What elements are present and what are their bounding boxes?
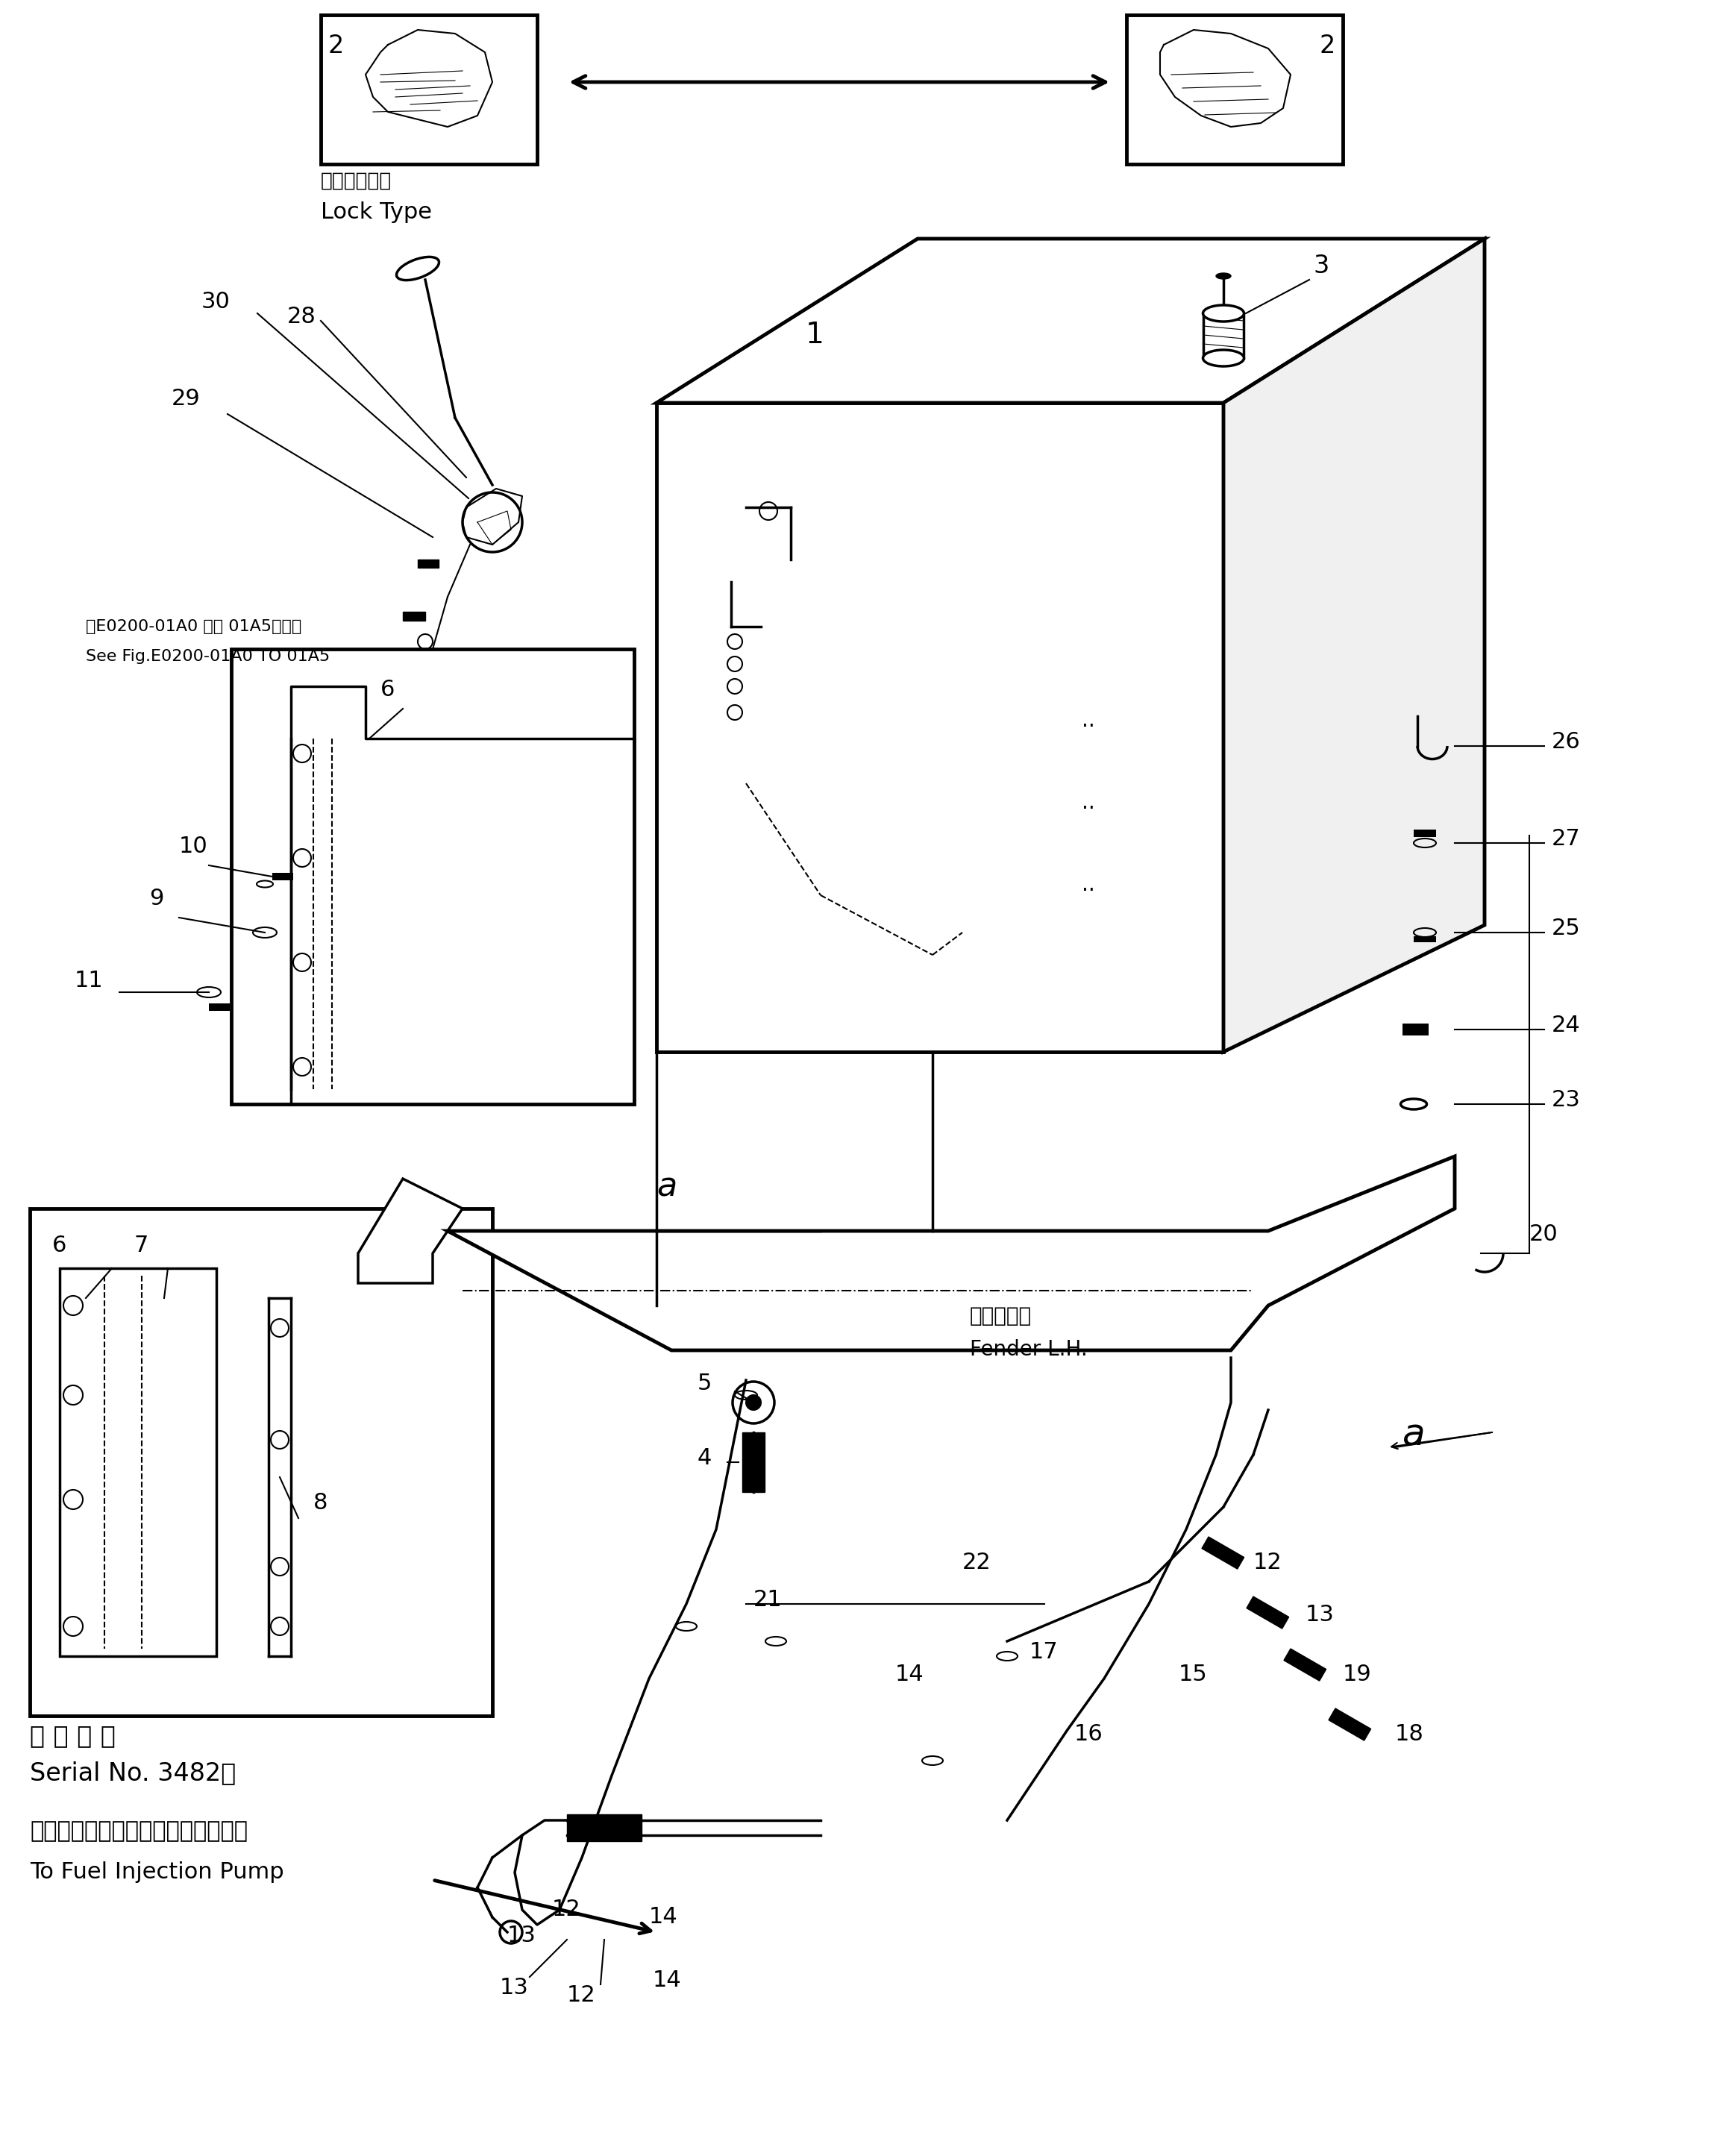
Text: 1: 1 xyxy=(806,321,823,349)
Text: 2: 2 xyxy=(1320,34,1336,58)
Text: 18: 18 xyxy=(1394,1723,1424,1744)
Bar xyxy=(567,1815,642,1841)
Ellipse shape xyxy=(1202,349,1244,367)
Text: 21: 21 xyxy=(754,1589,782,1611)
Text: ··: ·· xyxy=(1081,716,1095,737)
Text: 14: 14 xyxy=(652,1968,682,1992)
Text: 適 用 号 機: 適 用 号 機 xyxy=(29,1723,116,1749)
Polygon shape xyxy=(656,239,1484,403)
Text: 9: 9 xyxy=(149,888,164,910)
Text: ··: ·· xyxy=(1081,880,1095,901)
Text: 30: 30 xyxy=(201,291,230,313)
Text: See Fig.E0200-01A0 TO 01A5: See Fig.E0200-01A0 TO 01A5 xyxy=(86,649,330,664)
Text: 16: 16 xyxy=(1074,1723,1104,1744)
Text: 2: 2 xyxy=(329,34,344,58)
Polygon shape xyxy=(1223,239,1484,1052)
Text: 6: 6 xyxy=(381,679,394,701)
Text: フェエルインジェクションポンプへ: フェエルインジェクションポンプへ xyxy=(29,1820,247,1841)
Text: 7: 7 xyxy=(135,1235,149,1257)
Bar xyxy=(1329,1708,1370,1740)
Bar xyxy=(1202,1537,1244,1570)
Text: 12: 12 xyxy=(1253,1552,1282,1574)
Text: 5: 5 xyxy=(697,1373,713,1395)
Text: フェンダ左: フェンダ左 xyxy=(971,1307,1031,1326)
Text: ロックタイプ: ロックタイプ xyxy=(320,172,391,192)
Text: 25: 25 xyxy=(1552,918,1581,940)
Text: 6: 6 xyxy=(52,1235,67,1257)
Bar xyxy=(1413,936,1436,942)
Text: 10: 10 xyxy=(178,837,208,858)
Text: 13: 13 xyxy=(507,1925,536,1947)
Circle shape xyxy=(746,1395,761,1410)
Text: 23: 23 xyxy=(1552,1089,1581,1110)
Text: 8: 8 xyxy=(313,1492,329,1514)
Polygon shape xyxy=(448,1156,1455,1350)
Text: Serial No. 3482～: Serial No. 3482～ xyxy=(29,1761,235,1785)
Text: 26: 26 xyxy=(1552,731,1581,752)
Text: a: a xyxy=(1403,1416,1426,1453)
Polygon shape xyxy=(59,1268,216,1656)
Text: 第E0200-01A0 から 01A5図参照: 第E0200-01A0 から 01A5図参照 xyxy=(86,619,301,634)
Bar xyxy=(656,403,1223,1052)
Text: 27: 27 xyxy=(1552,828,1581,849)
Bar xyxy=(1284,1649,1327,1682)
Text: 20: 20 xyxy=(1529,1222,1559,1246)
Text: Fender L.H.: Fender L.H. xyxy=(971,1339,1088,1360)
Text: ··: ·· xyxy=(1081,798,1095,819)
Bar xyxy=(29,1210,493,1716)
Text: To Fuel Injection Pump: To Fuel Injection Pump xyxy=(29,1861,284,1882)
Text: Lock Type: Lock Type xyxy=(320,201,432,222)
Text: 4: 4 xyxy=(697,1447,713,1468)
Text: 12: 12 xyxy=(567,1984,595,2005)
Bar xyxy=(417,561,439,567)
Text: 19: 19 xyxy=(1342,1664,1372,1686)
Text: 14: 14 xyxy=(649,1906,678,1927)
Bar xyxy=(1126,15,1342,164)
Text: 15: 15 xyxy=(1178,1664,1208,1686)
Text: 12: 12 xyxy=(552,1899,581,1921)
Ellipse shape xyxy=(1202,306,1244,321)
Ellipse shape xyxy=(1216,274,1232,278)
Bar xyxy=(272,873,292,880)
Text: 14: 14 xyxy=(894,1664,924,1686)
Bar xyxy=(1247,1595,1289,1628)
Ellipse shape xyxy=(396,257,439,280)
Text: 22: 22 xyxy=(962,1552,991,1574)
Bar xyxy=(209,1003,230,1011)
Text: 11: 11 xyxy=(74,970,104,992)
Text: a: a xyxy=(656,1171,676,1203)
Text: 28: 28 xyxy=(287,306,317,328)
Bar xyxy=(1403,1024,1429,1035)
Text: 17: 17 xyxy=(1029,1641,1059,1662)
Text: 24: 24 xyxy=(1552,1015,1581,1037)
Text: 29: 29 xyxy=(171,388,201,410)
Bar xyxy=(1413,830,1436,837)
Text: 3: 3 xyxy=(1313,254,1329,278)
Bar xyxy=(403,612,426,621)
Text: 13: 13 xyxy=(500,1977,529,1999)
Polygon shape xyxy=(358,1179,462,1283)
Bar xyxy=(742,1432,765,1492)
Text: 13: 13 xyxy=(1306,1604,1334,1626)
Bar xyxy=(232,649,635,1104)
Bar xyxy=(320,15,536,164)
